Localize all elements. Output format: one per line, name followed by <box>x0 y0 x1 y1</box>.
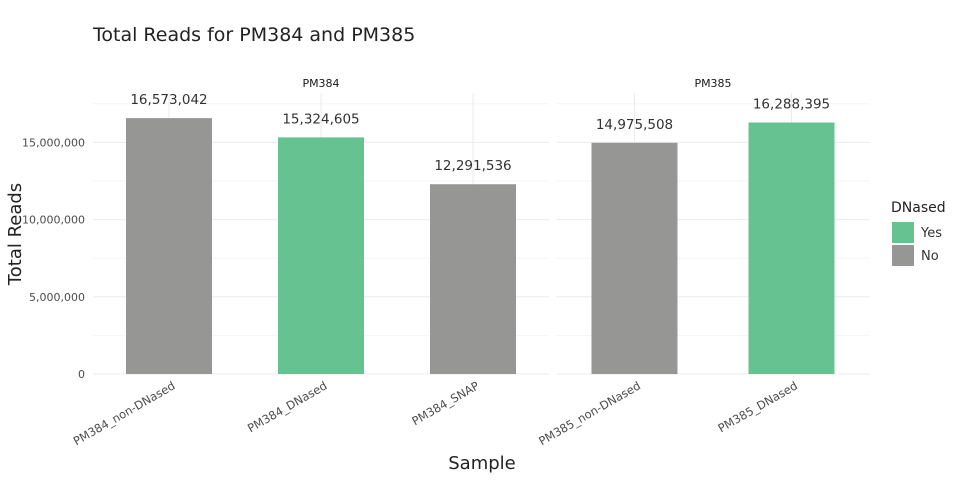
x-tick-label: PM384_non-DNased <box>71 378 178 448</box>
legend-title: DNased <box>891 200 946 216</box>
y-tick-label: 10,000,000 <box>22 214 85 227</box>
legend-key-no <box>892 245 914 266</box>
bar-pm384_non-dnased <box>126 118 212 375</box>
facet-label-pm385: PM385 <box>694 77 731 90</box>
facet-panel-pm384: PM384 16,573,042 PM384_non-DNased 15,324,60… <box>71 77 549 448</box>
chart-title: Total Reads for PM384 and PM385 <box>92 24 415 46</box>
y-tick-label: 5,000,000 <box>29 291 85 304</box>
facet-panel-pm385: PM385 14,975,508 PM385_non-DNased 16,288,39… <box>536 77 870 448</box>
data-label: 16,288,395 <box>753 97 830 113</box>
x-axis-label: Sample <box>448 453 516 474</box>
data-label: 12,291,536 <box>434 158 511 174</box>
facet-label-pm384: PM384 <box>302 77 339 90</box>
y-axis-label: Total Reads <box>5 183 26 286</box>
legend-label-yes: Yes <box>920 226 942 241</box>
y-tick-label: 0 <box>78 368 85 381</box>
bar-pm385_non-dnased <box>591 142 678 374</box>
legend-key-yes <box>892 222 914 243</box>
bar-pm384_snap <box>430 184 516 374</box>
bar-pm384_dnased <box>278 137 364 374</box>
legend-label-no: No <box>921 249 939 264</box>
bar-pm385_dnased <box>748 122 835 374</box>
data-label: 16,573,042 <box>130 92 207 108</box>
y-tick-label: 15,000,000 <box>22 136 85 149</box>
x-tick-label: PM385_DNased <box>716 378 800 435</box>
x-tick-label: PM385_non-DNased <box>536 378 643 448</box>
data-label: 14,975,508 <box>596 117 673 133</box>
x-tick-label: PM384_SNAP <box>409 378 481 428</box>
x-tick-label: PM384_DNased <box>245 378 329 435</box>
data-label: 15,324,605 <box>282 111 359 127</box>
